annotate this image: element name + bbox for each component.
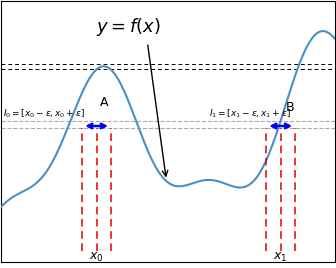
Text: $y = f(x)$: $y = f(x)$ xyxy=(96,16,161,38)
Text: A: A xyxy=(100,96,109,109)
Text: $x_0$: $x_0$ xyxy=(89,251,104,265)
Text: $I_0 = [x_0 - \varepsilon, x_0 + \varepsilon]$: $I_0 = [x_0 - \varepsilon, x_0 + \vareps… xyxy=(3,108,85,120)
Text: B: B xyxy=(285,101,294,114)
Text: $x_1$: $x_1$ xyxy=(274,251,288,265)
Text: $I_1 = [x_1 - \varepsilon, x_1 + \varepsilon]$: $I_1 = [x_1 - \varepsilon, x_1 + \vareps… xyxy=(209,108,291,120)
